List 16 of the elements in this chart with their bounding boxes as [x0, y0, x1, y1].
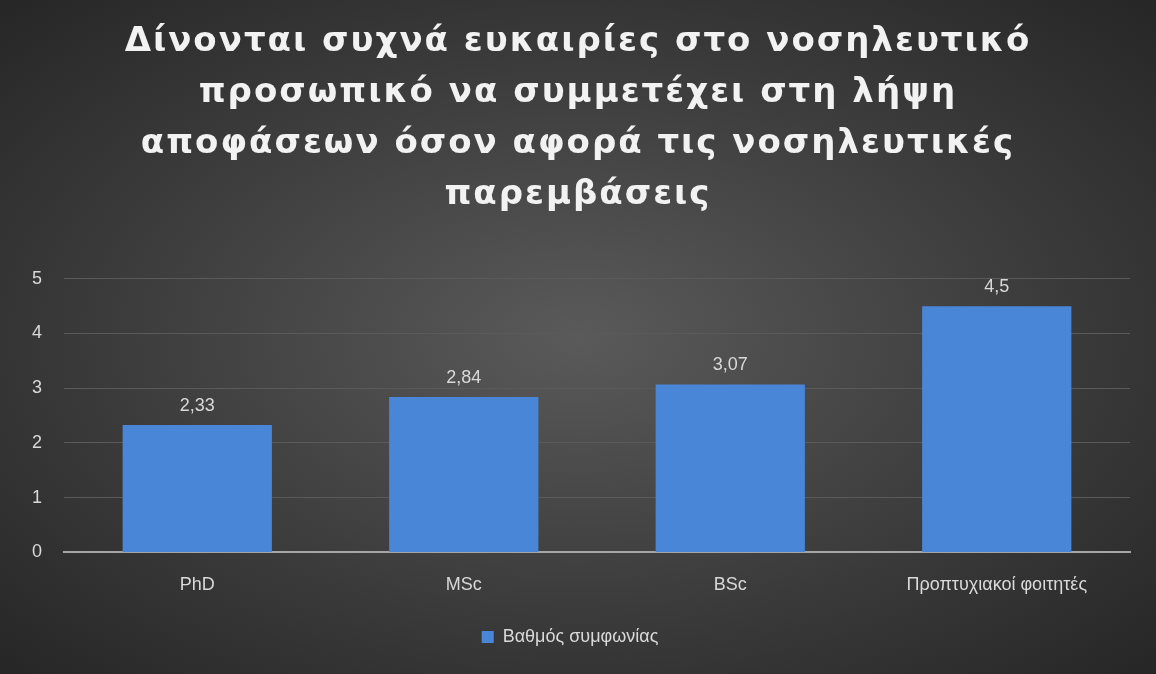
chart-title: Δίνονται συχνά ευκαιρίες στο νοσηλευτικό προσωπικό να συμμετέχει στη λήψη αποφάσεων όσον αφορά τις νοσηλευτικές παρεμβάσεις	[123, 18, 1033, 214]
x-tick-label: BSc	[713, 574, 747, 595]
y-tick-label: 3	[32, 377, 43, 398]
y-tick-label: 2	[32, 431, 43, 452]
data-label: 2,33	[179, 394, 215, 415]
legend-label: Βαθμός συμφωνίας	[502, 625, 659, 646]
y-tick-label: 4	[32, 322, 43, 343]
x-tick-label: Προπτυχιακοί φοιτητές	[906, 574, 1088, 595]
x-tick-label: PhD	[179, 574, 215, 595]
data-label: 4,5	[984, 276, 1010, 297]
data-label: 2,84	[446, 366, 482, 387]
y-tick-label: 1	[32, 486, 43, 507]
data-label: 3,07	[712, 354, 748, 375]
x-tick-label: MSc	[445, 574, 482, 595]
y-tick-label: 0	[32, 541, 43, 562]
y-tick-label: 5	[32, 267, 43, 288]
